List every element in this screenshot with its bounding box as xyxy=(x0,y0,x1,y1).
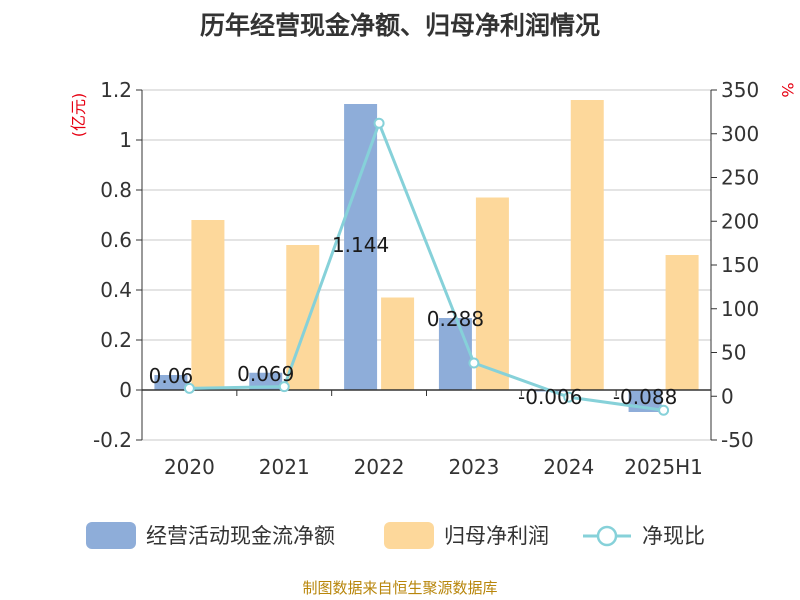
data-label-cashflow: -0.088 xyxy=(613,385,677,409)
point-ratio xyxy=(468,357,480,369)
right-tick-label: 250 xyxy=(721,166,759,190)
legend-marker-ratio xyxy=(596,525,618,547)
line-ratio xyxy=(189,119,664,412)
chart-title: 历年经营现金净额、归母净利润情况 xyxy=(200,11,600,40)
legend-label-profit: 归母净利润 xyxy=(444,524,549,548)
category-label: 2024 xyxy=(543,455,594,479)
right-tick-label: -50 xyxy=(721,428,754,452)
legend: 经营活动现金流净额 归母净利润 净现比 xyxy=(86,522,705,549)
left-tick-label: 1 xyxy=(119,128,132,152)
data-label-cashflow: -0.006 xyxy=(518,385,582,409)
bar-cashflow xyxy=(438,318,472,390)
category-label: 2021 xyxy=(259,455,310,479)
data-label-cashflow: 0.06 xyxy=(149,364,194,388)
left-tick-label: 0.4 xyxy=(100,278,132,302)
legend-swatch-cashflow xyxy=(86,522,136,549)
axis-layer: -0.2 0 0.2 0.4 0.6 0.8 1 1.2 -50 0 50 100 150 200 250 3… xyxy=(93,78,759,479)
bar-cashflow xyxy=(154,375,188,390)
left-tick-label: 0.6 xyxy=(100,228,132,252)
point-ratio xyxy=(183,382,195,394)
bar-profit xyxy=(475,197,509,390)
bar-layer xyxy=(154,100,699,412)
right-tick-label: 150 xyxy=(721,253,759,277)
right-tick-label: 300 xyxy=(721,122,759,146)
left-tick-label: 0.2 xyxy=(100,328,132,352)
point-ratio xyxy=(373,117,385,129)
right-tick-label: 50 xyxy=(721,341,746,365)
source-note: 制图数据来自恒生聚源数据库 xyxy=(302,579,497,597)
left-axis-unit: (亿元) xyxy=(69,93,88,138)
point-ratio xyxy=(278,381,290,393)
right-tick-label: 100 xyxy=(721,297,759,321)
point-ratio xyxy=(563,391,575,403)
left-tick-label: 0.8 xyxy=(100,178,132,202)
right-tick-label: 0 xyxy=(721,384,734,408)
bar-profit xyxy=(191,220,225,390)
bar-profit xyxy=(665,255,699,390)
left-tick-label: 0 xyxy=(119,378,132,402)
category-label: 2022 xyxy=(354,455,405,479)
bar-cashflow xyxy=(344,104,378,390)
left-tick-label: 1.2 xyxy=(100,78,132,102)
left-tick-label: -0.2 xyxy=(93,428,132,452)
data-label-cashflow: 1.144 xyxy=(332,233,389,257)
line-layer xyxy=(183,117,670,416)
legend-label-cashflow: 经营活动现金流净额 xyxy=(146,524,335,548)
bar-profit xyxy=(381,297,415,390)
label-layer: 0.06 0.069 1.144 0.288 -0.006 -0.088 xyxy=(149,233,678,409)
category-label: 2023 xyxy=(448,455,499,479)
point-ratio xyxy=(658,404,670,416)
bar-profit xyxy=(570,100,604,390)
right-tick-label: 350 xyxy=(721,78,759,102)
right-axis-unit: % xyxy=(778,82,797,97)
legend-label-ratio: 净现比 xyxy=(642,524,705,548)
data-label-cashflow: 0.069 xyxy=(237,362,294,386)
category-label: 2025H1 xyxy=(624,455,703,479)
data-label-cashflow: 0.288 xyxy=(427,307,484,331)
right-tick-label: 200 xyxy=(721,209,759,233)
category-label: 2020 xyxy=(164,455,215,479)
legend-swatch-profit xyxy=(384,522,434,549)
